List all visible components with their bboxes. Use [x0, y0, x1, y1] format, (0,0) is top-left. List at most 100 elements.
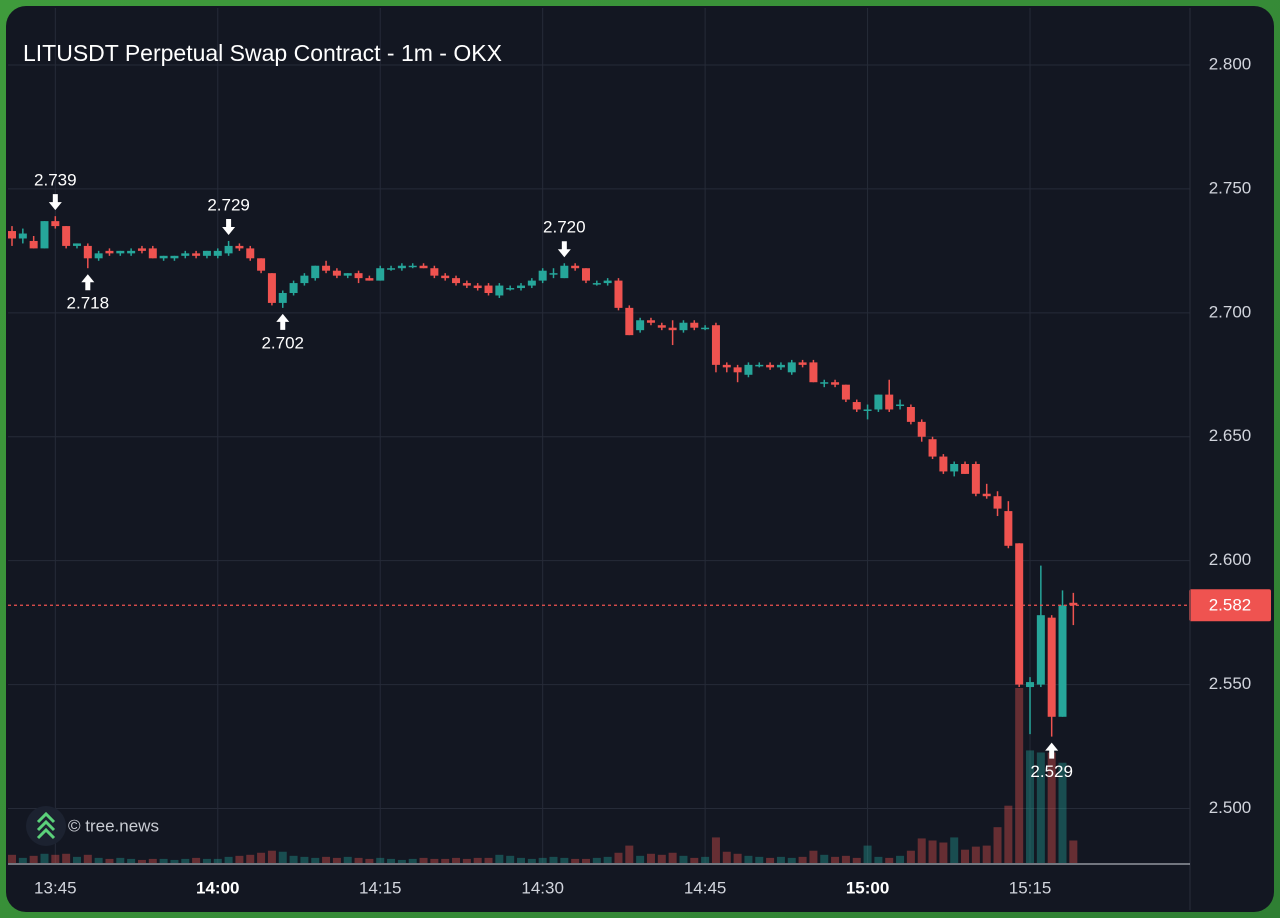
- x-tick-label: 14:15: [359, 878, 402, 897]
- volume-bar: [72, 856, 81, 863]
- last-price-box: [1189, 589, 1271, 622]
- volume-bar: [105, 858, 114, 863]
- y-tick-label: 2.600: [1209, 550, 1252, 569]
- y-tick-label: 2.550: [1209, 674, 1252, 693]
- candle-body: [517, 285, 526, 289]
- volume-bar: [289, 855, 298, 863]
- candle-body: [809, 362, 818, 383]
- volume-bar: [322, 856, 331, 863]
- candle-body: [300, 275, 309, 284]
- candle-body: [387, 268, 396, 270]
- candle-body: [668, 327, 677, 331]
- volume-bar: [917, 838, 926, 863]
- volume-bar: [906, 850, 915, 863]
- volume-bar: [690, 857, 699, 863]
- volume-bar: [1026, 750, 1035, 863]
- candle-body: [267, 273, 276, 303]
- candle-body: [906, 407, 915, 422]
- candle-body: [711, 325, 720, 365]
- volume-bar: [94, 857, 103, 863]
- candle-body: [83, 245, 92, 259]
- marker-label: 2.720: [543, 218, 586, 237]
- volume-bar: [950, 837, 959, 863]
- volume-bar: [40, 853, 49, 863]
- volume-bar: [148, 858, 157, 863]
- volume-bar: [354, 857, 363, 863]
- candle-body: [224, 245, 233, 254]
- volume-bar: [18, 857, 27, 863]
- candle-body: [51, 221, 60, 227]
- volume-bar: [1015, 688, 1024, 863]
- candle-body: [581, 268, 590, 281]
- candle-body: [1069, 602, 1078, 606]
- volume-bar: [127, 858, 136, 863]
- volume-bar: [343, 856, 352, 863]
- volume-bar: [571, 858, 580, 863]
- marker-arrow: [557, 241, 571, 258]
- volume-bar: [159, 858, 168, 863]
- volume-bar: [928, 840, 937, 863]
- volume-bar: [419, 857, 428, 863]
- marker-label: 2.718: [67, 294, 110, 313]
- volume-bar: [711, 837, 720, 863]
- candle-body: [159, 255, 168, 259]
- overlay-layer: 2.500 2.550 2.600 2.650 2.700 2.750 2.800 13:45…: [8, 54, 1271, 897]
- marker-arrow: [48, 194, 62, 211]
- chart-panel: [6, 6, 1274, 912]
- candle-body: [993, 496, 1002, 509]
- marker-label: 2.529: [1030, 762, 1073, 781]
- volume-bar: [257, 852, 266, 863]
- candle-body: [452, 278, 461, 284]
- candle-body: [257, 258, 266, 271]
- marker-arrow: [81, 274, 95, 291]
- candle-body: [614, 280, 623, 308]
- y-tick-label: 2.800: [1209, 54, 1252, 73]
- volume-bar: [1058, 762, 1067, 863]
- y-tick-label: 2.500: [1209, 798, 1252, 817]
- candle-body: [213, 250, 222, 256]
- volume-bar: [549, 856, 558, 863]
- candle-body: [982, 493, 991, 497]
- volume-bar: [332, 857, 341, 863]
- volume-bar: [62, 853, 71, 863]
- volume-bar: [527, 858, 536, 863]
- candle-body: [733, 367, 742, 373]
- volume-bar: [224, 856, 233, 863]
- candle-body: [202, 250, 211, 256]
- marker-arrow: [222, 218, 236, 235]
- candle-body: [430, 268, 439, 276]
- candle-body: [939, 456, 948, 472]
- volume-bar: [636, 855, 645, 863]
- y-tick-label: 2.650: [1209, 426, 1252, 445]
- volume-bar: [51, 854, 60, 863]
- volume-bar: [668, 852, 677, 863]
- volume-bar: [397, 859, 406, 863]
- volume-bar: [809, 850, 818, 863]
- x-tick-label: 15:15: [1009, 878, 1052, 897]
- volume-bar: [971, 846, 980, 863]
- volume-bar: [679, 855, 688, 863]
- volume-bar: [646, 853, 655, 863]
- candle-body: [971, 464, 980, 494]
- candle-body: [246, 248, 255, 259]
- marker-arrow: [1045, 742, 1059, 759]
- candle-body: [72, 243, 81, 246]
- volume-bar: [170, 859, 179, 863]
- chart-title: LITUSDT Perpetual Swap Contract - 1m - O…: [23, 40, 502, 66]
- volume-bar: [538, 857, 547, 863]
- candle-body: [506, 288, 515, 290]
- candle-body: [646, 320, 655, 323]
- y-tick-label: 2.750: [1209, 178, 1252, 197]
- candle-body: [1026, 682, 1035, 688]
- candle-body: [397, 265, 406, 269]
- marker-label: 2.739: [34, 171, 77, 190]
- volume-bar: [982, 845, 991, 863]
- candle-body: [192, 253, 201, 256]
- volume-bar: [116, 857, 125, 863]
- volume-bar: [560, 857, 569, 863]
- candle-body: [181, 253, 190, 256]
- volume-layer: [8, 688, 1078, 863]
- candle-body: [787, 362, 796, 373]
- candle-body: [137, 248, 146, 251]
- candle-body: [8, 231, 16, 239]
